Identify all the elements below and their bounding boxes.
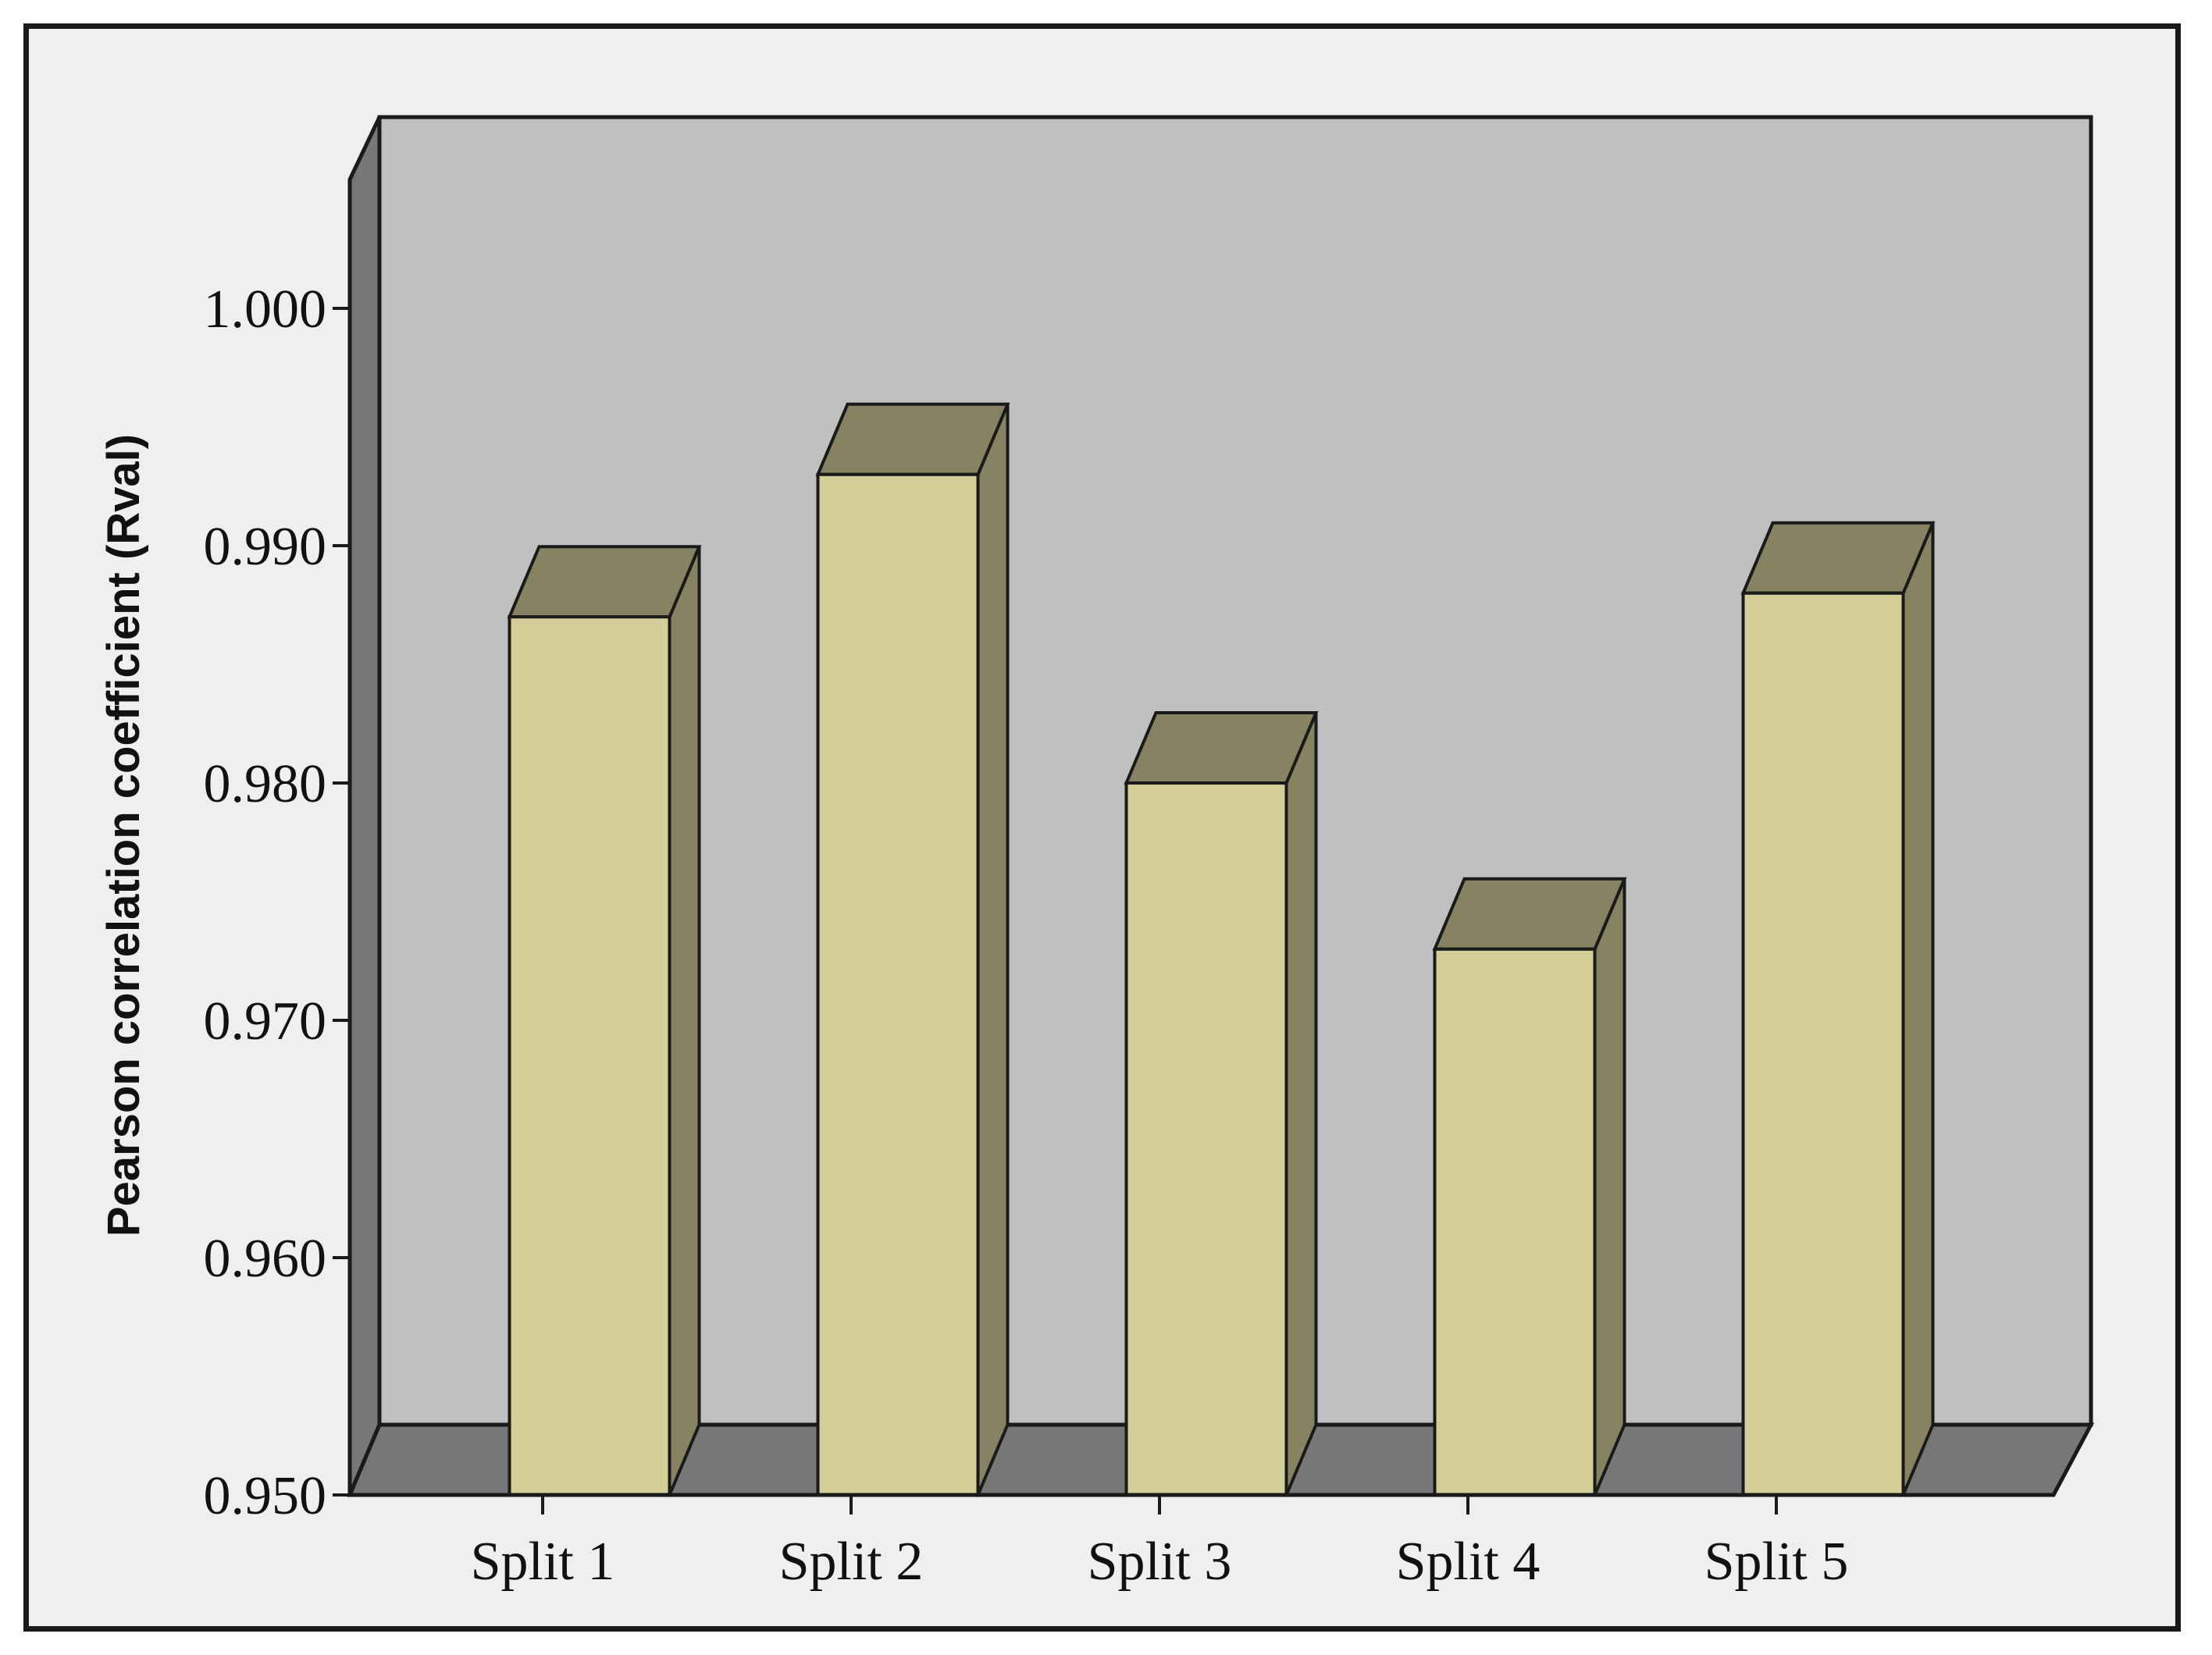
y-tick-label: 0.960 — [204, 1229, 327, 1289]
bar-side — [1901, 522, 1935, 1496]
x-tick-label: Split 1 — [471, 1532, 615, 1592]
bar — [815, 402, 1010, 1497]
bar-front — [1741, 591, 1905, 1497]
bar — [1124, 711, 1319, 1497]
x-axis-labels: Split 1 Split 2 Split 3 Split 4 Split 5 — [350, 1493, 2053, 1592]
bar-top — [1124, 711, 1319, 785]
bar — [1432, 877, 1627, 1497]
bar-side — [976, 404, 1010, 1496]
y-tick-label: 0.970 — [204, 991, 327, 1052]
x-tick-label: Split 3 — [1088, 1532, 1232, 1592]
x-tick-label: Split 2 — [779, 1532, 924, 1592]
y-axis-title: Pearson correlation coefficient (Rval) — [98, 434, 149, 1237]
y-tick-label: 0.950 — [204, 1466, 327, 1526]
bar-top — [815, 402, 1010, 476]
bar-front — [508, 615, 671, 1497]
side-wall — [347, 116, 382, 1496]
x-tick-label: Split 5 — [1704, 1532, 1849, 1592]
bar-front — [816, 472, 980, 1497]
y-tick-label: 0.980 — [204, 754, 327, 814]
y-tick-label: 1.000 — [204, 279, 327, 340]
x-tick-label: Split 4 — [1396, 1532, 1541, 1592]
bar-front — [1433, 947, 1597, 1497]
bar-front — [1124, 781, 1288, 1497]
bar-side — [668, 546, 701, 1496]
bar — [507, 545, 702, 1497]
y-tick-label: 0.990 — [204, 517, 327, 577]
bar-top — [507, 545, 702, 619]
bar-side — [1593, 878, 1626, 1496]
bar — [1740, 521, 1936, 1497]
y-axis-ticks: 0.950 0.960 0.970 0.980 0.990 1.000 — [204, 180, 352, 1526]
bar-top — [1740, 521, 1936, 595]
bar-top — [1432, 877, 1627, 951]
bar-side — [1284, 712, 1318, 1496]
bars — [507, 402, 1936, 1497]
